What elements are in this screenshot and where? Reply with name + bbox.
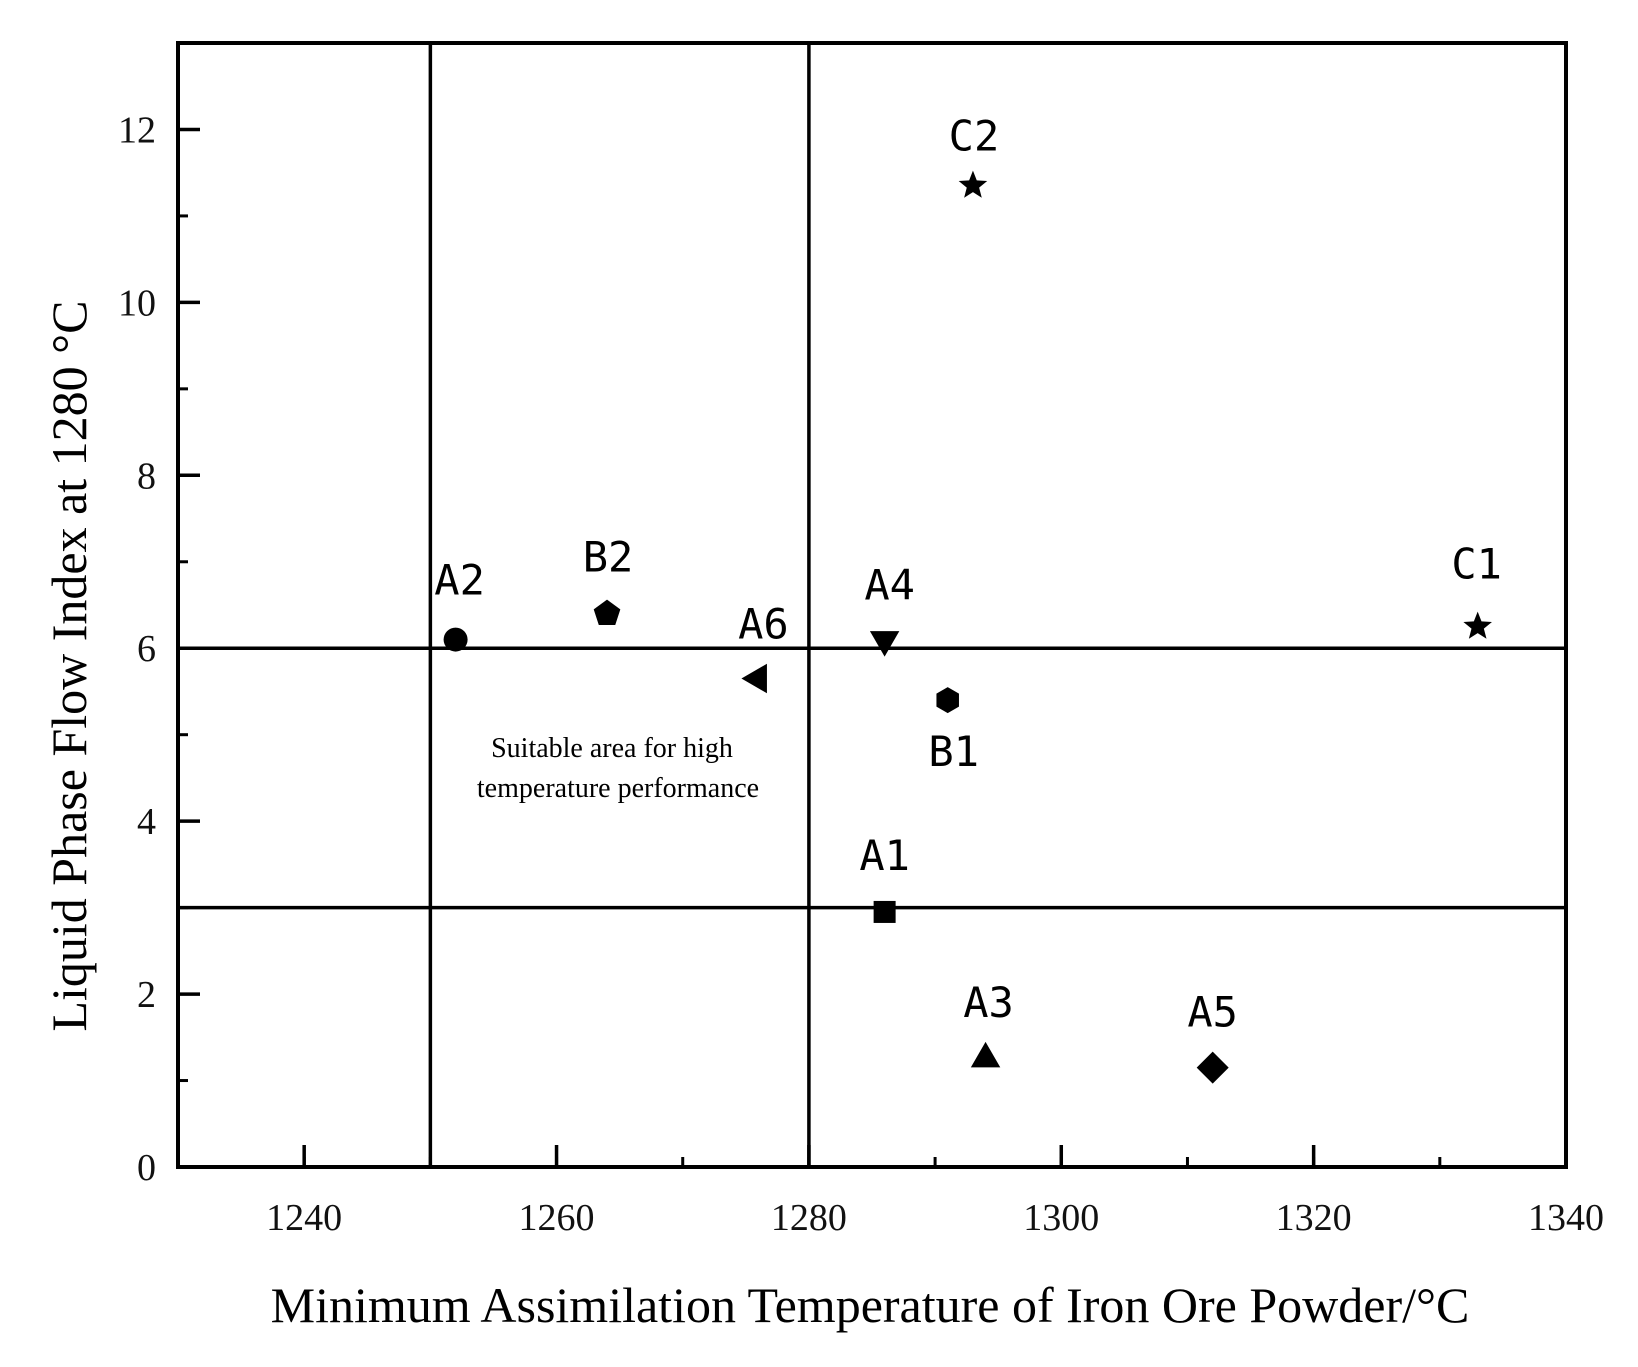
marker-circle [443,627,468,652]
point-label: A4 [864,561,915,610]
marker-square [873,900,896,923]
y-tick-label: 2 [137,974,156,1016]
marker-triangle-down [869,631,900,657]
point-a2: A2 [434,556,485,652]
point-b1: B1 [928,687,979,776]
point-label: C1 [1451,540,1502,589]
annotation-line-1: Suitable area for high [491,733,733,764]
point-c2: C2 [949,112,1000,198]
y-tick-label: 12 [118,109,156,151]
point-label: A5 [1187,988,1238,1037]
plot-frame [176,41,1568,1169]
x-tick-label: 1320 [1276,1197,1352,1239]
x-tick-label: 1280 [771,1197,847,1239]
point-a5: A5 [1187,988,1238,1084]
marker-triangle-up [970,1041,1001,1068]
point-label: B2 [583,533,634,582]
point-c1: C1 [1451,540,1502,639]
marker-triangle-left [741,663,767,694]
reference-lines [178,43,1566,1167]
marker-diamond [1196,1051,1229,1084]
point-a3: A3 [963,978,1014,1068]
x-tick-label: 1340 [1528,1197,1604,1239]
marker-pentagon [593,599,621,625]
data-points: A1 A2 A3 A4 A5 A6 B1 B2 C1 C2 [434,112,1502,1084]
x-axis-title: Minimum Assimilation Temperature of Iron… [271,1277,1470,1333]
point-a6: A6 [738,599,789,694]
x-axis: 1240 1260 1280 1300 1320 1340 [266,1145,1604,1239]
point-label: A1 [859,831,910,880]
y-tick-label: 4 [137,801,156,843]
annotation-group: Suitable area for high temperature perfo… [477,733,759,804]
point-label: B1 [928,727,979,776]
point-a4: A4 [864,561,915,657]
point-b2: B2 [583,533,634,625]
x-tick-label: 1240 [266,1197,342,1239]
marker-hexagon [936,687,959,714]
y-axis-title: Liquid Phase Flow Index at 1280 °C [41,300,97,1031]
marker-star [958,170,988,198]
y-axis: 0 2 4 6 8 10 12 [118,109,200,1189]
point-label: A2 [434,556,485,605]
y-tick-label: 10 [118,282,156,324]
x-tick-label: 1300 [1023,1197,1099,1239]
point-label: C2 [949,112,1000,161]
y-tick-label: 6 [137,628,156,670]
x-tick-label: 1260 [519,1197,595,1239]
y-tick-label: 8 [137,455,156,497]
marker-star [1463,611,1492,639]
point-label: A6 [738,599,789,648]
point-label: A3 [963,978,1014,1027]
y-tick-label: 0 [137,1147,156,1189]
point-a1: A1 [859,831,910,923]
annotation-line-2: temperature performance [477,773,759,804]
